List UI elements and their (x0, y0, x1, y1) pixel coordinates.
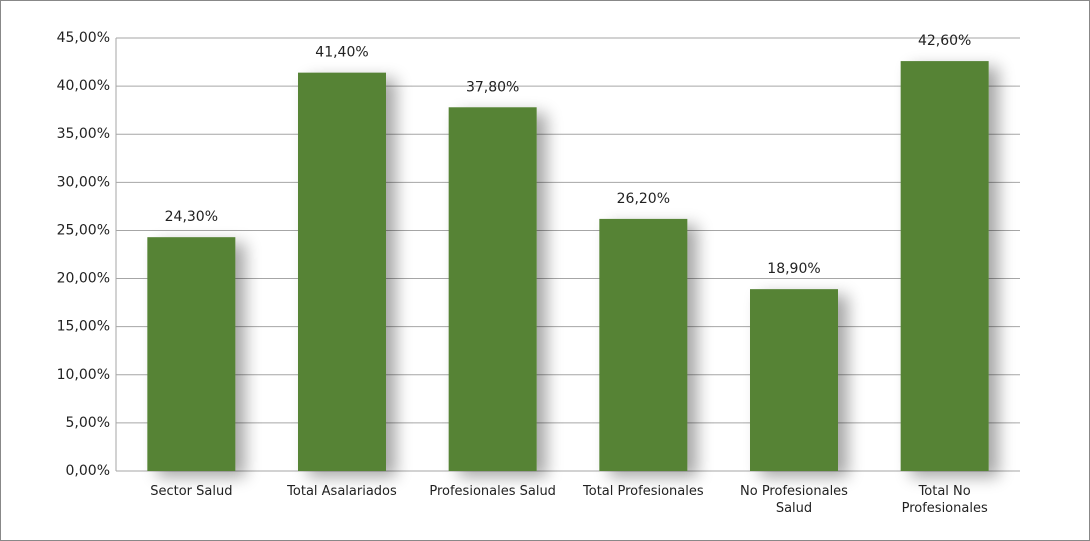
x-tick-label: No Profesionales Salud (740, 484, 848, 516)
y-tick-label: 30,00% (57, 174, 110, 190)
data-label: 37,80% (466, 79, 519, 95)
y-tick-label: 20,00% (57, 271, 110, 287)
y-tick-label: 15,00% (57, 319, 110, 335)
x-tick-label: Total No Profesionales (901, 484, 988, 516)
data-label: 26,20% (617, 191, 670, 207)
data-label: 18,90% (767, 261, 820, 277)
y-tick-label: 5,00% (66, 415, 110, 431)
x-tick-label: Profesionales Salud (429, 484, 556, 499)
y-tick-label: 10,00% (57, 367, 110, 383)
y-tick-label: 45,00% (57, 30, 110, 46)
bar (298, 72, 386, 471)
y-tick-label: 40,00% (57, 78, 110, 94)
x-tick-label: Sector Salud (150, 484, 233, 499)
bar (750, 289, 838, 471)
bar (900, 61, 989, 472)
bar (147, 237, 236, 471)
bar (448, 107, 537, 471)
x-tick-label: Total Asalariados (287, 484, 397, 499)
data-label: 42,60% (918, 33, 971, 49)
bar (599, 218, 688, 471)
data-label: 24,30% (165, 209, 218, 225)
y-tick-label: 0,00% (66, 463, 110, 479)
y-tick-label: 35,00% (57, 126, 110, 142)
y-tick-label: 25,00% (57, 222, 110, 238)
data-label: 41,40% (315, 45, 368, 61)
x-tick-label: Total Profesionales (583, 484, 704, 499)
